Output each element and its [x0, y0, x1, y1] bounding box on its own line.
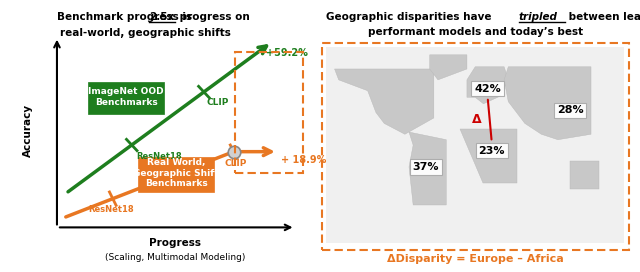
Bar	[235, 52, 303, 172]
Text: Δ: Δ	[472, 113, 482, 126]
Text: ResNet18: ResNet18	[136, 152, 182, 161]
Text: CLIP: CLIP	[225, 159, 247, 168]
Text: real-world, geographic shifts: real-world, geographic shifts	[60, 28, 230, 38]
Text: 23%: 23%	[479, 146, 505, 156]
Text: Real World,
Geographic Shift
Benchmarks: Real World, Geographic Shift Benchmarks	[133, 158, 219, 188]
Polygon shape	[467, 67, 508, 104]
FancyBboxPatch shape	[88, 82, 164, 114]
Text: ΔDisparity = Europe – Africa: ΔDisparity = Europe – Africa	[387, 254, 564, 264]
Polygon shape	[460, 129, 516, 183]
Text: 37%: 37%	[412, 162, 439, 172]
Text: Benchmark progress is: Benchmark progress is	[57, 12, 196, 22]
Text: tripled: tripled	[519, 12, 558, 22]
Polygon shape	[409, 132, 446, 205]
Polygon shape	[570, 162, 599, 189]
Text: +59.2%: +59.2%	[266, 48, 308, 58]
Text: 28%: 28%	[557, 105, 584, 115]
Text: + 18.9%: + 18.9%	[281, 155, 326, 165]
Text: Geographic disparities have: Geographic disparities have	[326, 12, 495, 22]
Text: 2.5x: 2.5x	[149, 12, 174, 22]
Text: (Scaling, Multimodal Modeling): (Scaling, Multimodal Modeling)	[104, 253, 245, 262]
Text: ImageNet OOD
Benchmarks: ImageNet OOD Benchmarks	[88, 87, 164, 107]
Polygon shape	[335, 69, 434, 134]
Text: progress on: progress on	[176, 12, 250, 22]
Text: ResNet18: ResNet18	[88, 205, 134, 214]
Bar	[326, 47, 624, 243]
Text: Progress: Progress	[148, 238, 201, 248]
Text: Accuracy: Accuracy	[22, 104, 33, 157]
Text: CLIP: CLIP	[207, 98, 229, 107]
Text: 42%: 42%	[474, 84, 501, 94]
Polygon shape	[504, 67, 591, 140]
Polygon shape	[429, 55, 467, 80]
FancyBboxPatch shape	[138, 157, 214, 192]
Text: between least: between least	[566, 12, 640, 22]
Text: performant models and today’s best: performant models and today’s best	[367, 27, 583, 37]
Bar	[321, 43, 629, 250]
